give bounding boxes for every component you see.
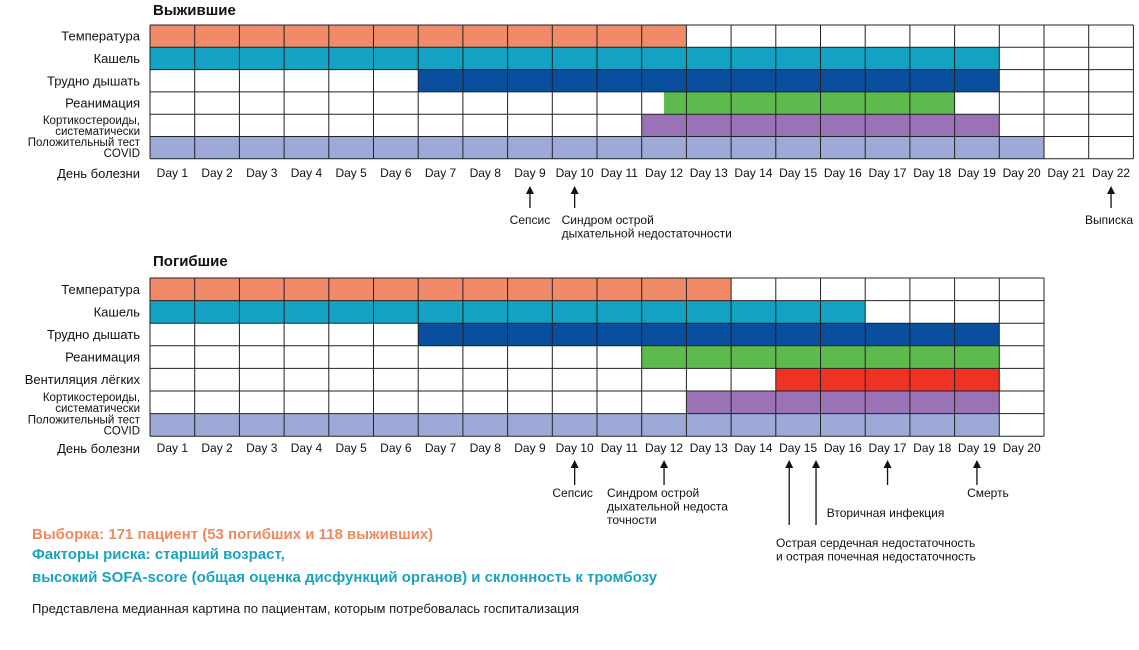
day-tick-label: Day 8: [470, 166, 502, 180]
bar-dyspnea: [418, 323, 1000, 346]
bar-icu: [664, 91, 955, 115]
event-label: Синдром острой: [562, 213, 654, 227]
event-arrowhead: [660, 460, 669, 468]
risk-factors-line-1: Факторы риска: старший возраст,: [32, 546, 285, 563]
row-label: Положительный тест: [28, 137, 141, 149]
day-tick-label: Day 6: [380, 441, 412, 455]
day-tick-label: Day 15: [779, 166, 817, 180]
day-tick-label: Day 5: [335, 166, 367, 180]
day-tick-label: Day 18: [913, 441, 951, 455]
row-label: Положительный тест: [28, 414, 141, 426]
day-tick-label: Day 16: [824, 441, 862, 455]
day-tick-label: Day 7: [425, 166, 457, 180]
footnote: Представлена медианная картина по пациен…: [32, 601, 580, 616]
day-tick-label: Day 9: [514, 166, 546, 180]
row-label: систематически: [55, 403, 140, 415]
day-tick-label: Day 13: [690, 441, 728, 455]
event-label: Синдром острой: [607, 486, 699, 500]
row-label: Реанимация: [65, 96, 140, 111]
risk-factors-line-2: высокий SOFA-score (общая оценка дисфунк…: [32, 569, 658, 586]
bar-ventilation: [775, 368, 1000, 391]
panel-deceased: Погибшие Температура Кашель Трудно дышать Ре…: [25, 253, 1045, 564]
event-arrowhead: [570, 460, 579, 468]
event-label: Выписка: [1085, 213, 1133, 227]
row-label: COVID: [104, 425, 140, 437]
event-label: Вторичная инфекция: [827, 506, 945, 520]
row-label: Реанимация: [65, 350, 140, 365]
row-label: Вентиляция лёгких: [25, 372, 141, 387]
day-tick-label: Day 17: [869, 441, 907, 455]
panel-title: Погибшие: [153, 253, 228, 270]
bar-steroids: [686, 391, 1000, 414]
day-tick-label: Day 9: [514, 441, 546, 455]
sample-size-note: Выборка: 171 пациент (53 погибших и 118 …: [32, 526, 434, 543]
day-tick-label: Day 21: [1047, 166, 1085, 180]
row-label: Температура: [61, 282, 141, 297]
bar-dyspnea: [418, 69, 1000, 92]
day-tick-label: Day 22: [1092, 166, 1130, 180]
event-label: Смерть: [967, 486, 1009, 500]
day-tick-label: Day 19: [958, 166, 996, 180]
event-arrowhead: [785, 460, 794, 468]
event-label: и острая почечная недостаточность: [776, 550, 976, 564]
day-tick-label: Day 11: [601, 441, 638, 455]
row-label: систематически: [55, 126, 140, 138]
day-tick-label: Day 12: [645, 166, 683, 180]
event-arrowhead: [883, 460, 892, 468]
day-tick-label: Day 10: [556, 441, 594, 455]
day-tick-label: Day 10: [556, 166, 594, 180]
row-label: Кашель: [94, 304, 141, 319]
day-tick-label: Day 16: [824, 166, 862, 180]
day-axis-label: День болезни: [57, 441, 140, 456]
day-tick-label: Day 19: [958, 441, 996, 455]
event-arrowhead: [525, 186, 534, 194]
event-label: Сепсис: [510, 213, 551, 227]
bar-cough: [150, 47, 1000, 70]
day-axis-label: День болезни: [57, 166, 140, 181]
event-arrowhead: [972, 460, 981, 468]
event-label: точности: [607, 513, 657, 527]
row-label: Трудно дышать: [47, 73, 140, 88]
day-tick-label: Day 7: [425, 441, 457, 455]
bar-covid: [150, 413, 1000, 437]
event-label: Сепсис: [552, 486, 593, 500]
event-label: Острая сердечная недостаточность: [776, 536, 975, 550]
day-tick-label: Day 13: [690, 166, 728, 180]
day-tick-label: Day 3: [246, 166, 278, 180]
day-tick-label: Day 8: [470, 441, 502, 455]
event-label: дыхательной недоста: [607, 500, 728, 514]
day-tick-label: Day 1: [157, 441, 189, 455]
day-tick-label: Day 6: [380, 166, 412, 180]
event-arrowhead: [812, 460, 821, 468]
day-tick-label: Day 5: [335, 441, 367, 455]
day-tick-label: Day 4: [291, 166, 323, 180]
panel-title: Выжившие: [153, 2, 236, 19]
row-label: Температура: [61, 29, 141, 44]
event-arrowhead: [570, 186, 579, 194]
day-tick-label: Day 2: [201, 166, 233, 180]
panel-survivors: Выжившие Температура Кашель Трудно дышать Ре…: [28, 2, 1134, 241]
row-label: Кашель: [94, 51, 141, 66]
bar-fever: [150, 278, 732, 301]
day-tick-label: Day 17: [869, 166, 907, 180]
day-tick-label: Day 14: [734, 166, 772, 180]
row-label: COVID: [104, 148, 140, 160]
row-label: Кортикостероиды,: [43, 392, 140, 404]
day-tick-label: Day 12: [645, 441, 683, 455]
day-tick-label: Day 3: [246, 441, 278, 455]
day-tick-label: Day 4: [291, 441, 323, 455]
row-label: Кортикостероиды,: [43, 115, 140, 127]
day-tick-label: Day 20: [1003, 166, 1041, 180]
day-tick-label: Day 14: [734, 441, 772, 455]
day-tick-label: Day 2: [201, 441, 233, 455]
event-arrowhead: [1107, 186, 1116, 194]
day-tick-label: Day 18: [913, 166, 951, 180]
row-label: Трудно дышать: [47, 327, 140, 342]
day-tick-label: Day 1: [157, 166, 189, 180]
day-tick-label: Day 15: [779, 441, 817, 455]
day-tick-label: Day 11: [601, 166, 638, 180]
event-label: дыхательной недостаточности: [562, 227, 732, 241]
day-tick-label: Day 20: [1003, 441, 1041, 455]
